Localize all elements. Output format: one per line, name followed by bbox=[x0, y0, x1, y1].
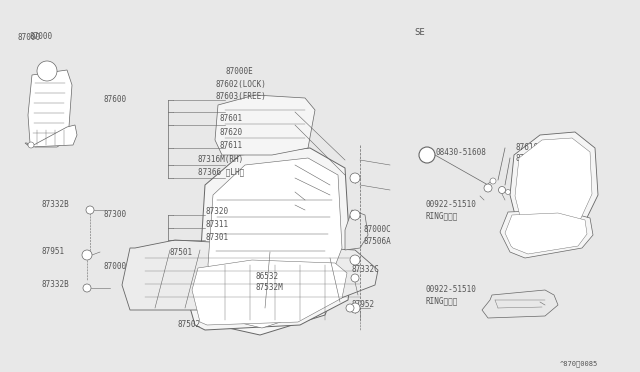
Text: 00922-51510: 00922-51510 bbox=[425, 200, 476, 209]
Text: SE: SE bbox=[414, 28, 425, 37]
Circle shape bbox=[350, 303, 360, 313]
Bar bbox=[345, 268, 410, 318]
Text: 87320: 87320 bbox=[206, 207, 229, 216]
Circle shape bbox=[419, 147, 435, 163]
Polygon shape bbox=[28, 70, 72, 147]
Polygon shape bbox=[482, 290, 558, 318]
Polygon shape bbox=[25, 125, 77, 147]
Text: 87502: 87502 bbox=[178, 320, 201, 329]
Bar bbox=[100, 15, 395, 355]
Text: 87366 〈LH〉: 87366 〈LH〉 bbox=[198, 167, 244, 176]
Circle shape bbox=[350, 255, 360, 265]
Text: 87610: 87610 bbox=[515, 143, 538, 152]
Polygon shape bbox=[515, 138, 592, 243]
Text: ^870（0085: ^870（0085 bbox=[560, 360, 598, 367]
Text: 87600: 87600 bbox=[104, 95, 127, 104]
Circle shape bbox=[83, 284, 91, 292]
Text: 87620: 87620 bbox=[220, 128, 243, 137]
Circle shape bbox=[351, 274, 359, 282]
Circle shape bbox=[499, 186, 506, 193]
Polygon shape bbox=[510, 132, 598, 248]
Polygon shape bbox=[200, 148, 350, 335]
Text: 87611: 87611 bbox=[220, 141, 243, 150]
Text: 87332B: 87332B bbox=[42, 200, 70, 209]
Text: 87952: 87952 bbox=[352, 300, 375, 309]
Text: 00922-51510: 00922-51510 bbox=[425, 285, 476, 294]
Polygon shape bbox=[215, 95, 315, 155]
Circle shape bbox=[490, 178, 496, 184]
Text: 87000C: 87000C bbox=[364, 225, 392, 234]
Circle shape bbox=[86, 206, 94, 214]
Text: 87506A: 87506A bbox=[364, 237, 392, 246]
Text: 87532M: 87532M bbox=[255, 283, 283, 292]
Polygon shape bbox=[185, 255, 352, 330]
Text: 87000: 87000 bbox=[104, 262, 127, 271]
Text: 86532: 86532 bbox=[255, 272, 278, 281]
Text: S: S bbox=[424, 151, 428, 157]
Text: 08430-51608: 08430-51608 bbox=[436, 148, 487, 157]
Bar bbox=[110, 280, 320, 350]
Circle shape bbox=[346, 304, 354, 312]
Text: 87602(LOCK): 87602(LOCK) bbox=[215, 80, 266, 89]
Text: 87471: 87471 bbox=[515, 154, 538, 163]
Text: 87000: 87000 bbox=[30, 32, 53, 41]
Text: 87301: 87301 bbox=[206, 233, 229, 242]
Text: 87000: 87000 bbox=[18, 33, 41, 42]
Text: 87311: 87311 bbox=[206, 220, 229, 229]
Circle shape bbox=[82, 250, 92, 260]
Polygon shape bbox=[505, 213, 587, 254]
Bar bbox=[405, 15, 633, 350]
Text: 87000E: 87000E bbox=[226, 67, 253, 76]
Text: 87951: 87951 bbox=[42, 247, 65, 256]
Text: RINGリング: RINGリング bbox=[425, 296, 458, 305]
Polygon shape bbox=[122, 240, 378, 310]
Circle shape bbox=[484, 184, 492, 192]
Circle shape bbox=[37, 61, 57, 81]
Circle shape bbox=[506, 189, 511, 195]
Text: RINGリング: RINGリング bbox=[425, 211, 458, 220]
Polygon shape bbox=[208, 158, 342, 328]
Bar bbox=[15, 42, 95, 147]
Polygon shape bbox=[500, 210, 593, 258]
Text: 87501: 87501 bbox=[170, 248, 193, 257]
Text: 87603(FREE): 87603(FREE) bbox=[215, 92, 266, 101]
Text: 87332C: 87332C bbox=[352, 265, 380, 274]
Text: 87332B: 87332B bbox=[42, 280, 70, 289]
Circle shape bbox=[28, 142, 34, 148]
Circle shape bbox=[350, 210, 360, 220]
Text: 87601: 87601 bbox=[220, 114, 243, 123]
Polygon shape bbox=[192, 260, 347, 325]
Polygon shape bbox=[345, 210, 368, 250]
Circle shape bbox=[350, 173, 360, 183]
Text: 87316M(RH): 87316M(RH) bbox=[198, 155, 244, 164]
Text: 87300: 87300 bbox=[104, 210, 127, 219]
